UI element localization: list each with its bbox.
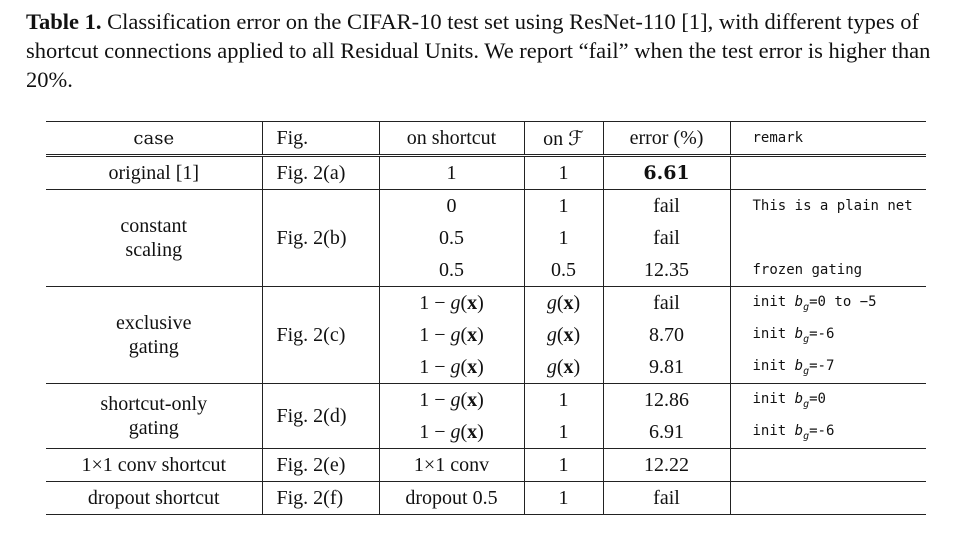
remark-cell: frozen gating — [730, 254, 926, 287]
shortcut-cell: 0.5 — [379, 222, 525, 254]
error-cell: fail — [603, 286, 731, 319]
table-row: original [1] Fig. 2(a) 1 1 6.61 — [46, 155, 926, 190]
case-cell: shortcut-only gating — [46, 383, 263, 449]
f-cell: 1 — [524, 416, 604, 449]
fig-cell: Fig. 2(c) — [262, 286, 380, 384]
table-row: dropout shortcut Fig. 2(f) dropout 0.5 1 fai… — [46, 481, 926, 515]
remark-cell — [730, 222, 926, 254]
case-cell: original [1] — [46, 155, 263, 190]
f-cell: 0.5 — [524, 254, 604, 287]
shortcut-cell: 1 − g(x) — [379, 286, 525, 319]
f-cell: 1 — [524, 383, 604, 416]
f-cell: 1 — [524, 481, 604, 515]
shortcut-cell: 1 − g(x) — [379, 416, 525, 449]
table-row: constant scaling Fig. 2(b) 0 1 fail This is a … — [46, 189, 926, 287]
case-cell: exclusive gating — [46, 286, 263, 384]
table-row: 1×1 conv shortcut Fig. 2(e) 1×1 conv 1 12.22 — [46, 448, 926, 482]
case-cell: dropout shortcut — [46, 481, 263, 515]
table-row: 1 − g(x) g(x) 8.70 init bg=-6 — [46, 319, 926, 351]
header-1: Fig. — [262, 121, 380, 157]
case-cell: constant scaling — [46, 189, 263, 287]
fig-cell: Fig. 2(a) — [262, 155, 380, 190]
table-row: shortcut-only gating Fig. 2(d) 1 − g(x) 1 12.… — [46, 383, 926, 449]
error-cell: 6.91 — [603, 416, 731, 449]
fig-cell: Fig. 2(e) — [262, 448, 380, 482]
table-row: 1 − g(x) g(x) 9.81 init bg=-7 — [46, 351, 926, 384]
shortcut-cell: dropout 0.5 — [379, 481, 525, 515]
shortcut-cell: 0.5 — [379, 254, 525, 287]
shortcut-cell: 1 − g(x) — [379, 351, 525, 384]
error-cell: 9.81 — [603, 351, 731, 384]
header-4: error (%) — [603, 121, 731, 157]
remark-cell — [730, 448, 926, 482]
remark-cell: init bg=-7 — [730, 351, 926, 384]
remark-cell — [730, 155, 926, 190]
shortcut-cell: 1 — [379, 155, 525, 190]
table-row: 0.5 0.5 12.35 frozen gating — [46, 254, 926, 287]
f-cell: 1 — [524, 448, 604, 482]
f-cell: g(x) — [524, 351, 604, 384]
table-caption: Table 1. Classification error on the CIF… — [26, 7, 946, 94]
fig-cell: Fig. 2(b) — [262, 189, 380, 287]
header-0: case — [46, 121, 263, 157]
f-cell: g(x) — [524, 286, 604, 319]
error-cell: fail — [603, 481, 731, 515]
f-cell: 1 — [524, 189, 604, 222]
remark-cell: This is a plain net — [752, 198, 913, 214]
caption-label: Table 1. — [26, 9, 102, 34]
header-2: on shortcut — [379, 121, 525, 157]
table-row: exclusive gating Fig. 2(c) 1 − g(x) g(x) fail… — [46, 286, 926, 384]
table-row: 1 − g(x) 1 6.91 init bg=-6 — [46, 416, 926, 449]
f-cell: g(x) — [524, 319, 604, 351]
header-3: on ℱ — [524, 121, 604, 157]
remark-cell: init bg=-6 — [752, 325, 835, 345]
shortcut-cell: 1×1 conv — [379, 448, 525, 482]
error-cell: 8.70 — [603, 319, 731, 351]
error-cell: 6.61 — [603, 155, 731, 190]
fig-cell: Fig. 2(d) — [262, 383, 380, 449]
shortcut-cell: 1 − g(x) — [379, 319, 525, 351]
remark-cell: init bg=0 — [752, 390, 826, 410]
table-row: 0.5 1 fail — [46, 222, 926, 254]
shortcut-cell: 0 — [379, 189, 525, 222]
f-cell: 1 — [524, 155, 604, 190]
header-5: remark — [730, 121, 926, 157]
error-cell: fail — [603, 189, 731, 222]
fig-cell: Fig. 2(f) — [262, 481, 380, 515]
remark-cell: init bg=-6 — [730, 416, 926, 449]
case-cell: 1×1 conv shortcut — [46, 448, 263, 482]
error-cell: 12.86 — [603, 383, 731, 416]
caption-text: Classification error on the CIFAR-10 tes… — [26, 9, 931, 92]
f-cell: 1 — [524, 222, 604, 254]
remark-cell — [730, 481, 926, 515]
error-cell: 12.35 — [603, 254, 731, 287]
error-cell: 12.22 — [603, 448, 731, 482]
error-cell: fail — [603, 222, 731, 254]
shortcut-cell: 1 − g(x) — [379, 383, 525, 416]
remark-cell: init bg=0 to −5 — [752, 293, 877, 313]
